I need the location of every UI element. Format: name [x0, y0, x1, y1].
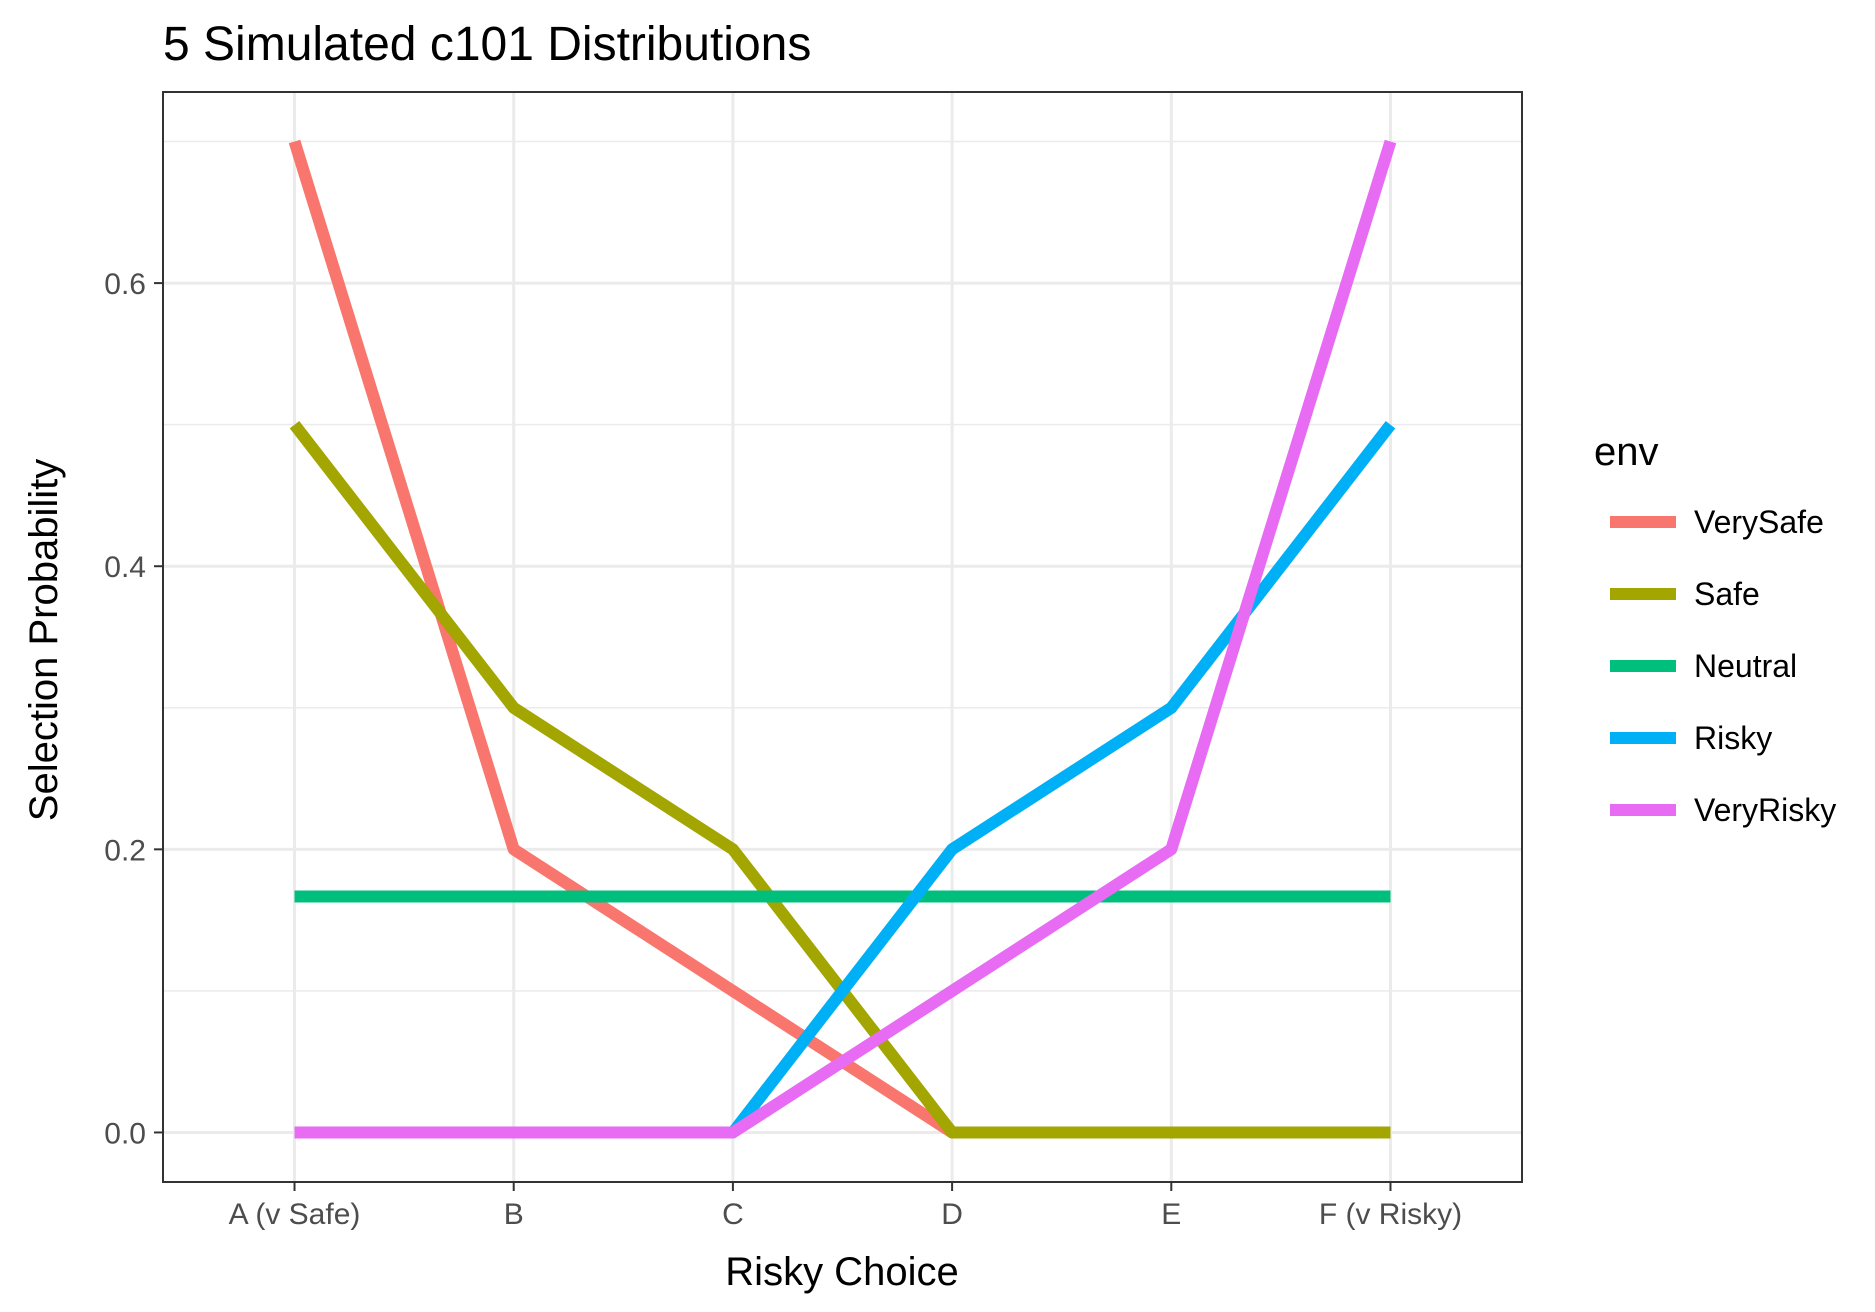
x-tick-label: B — [504, 1198, 524, 1231]
series-lines — [288, 139, 1397, 1139]
legend-item-veryrisky: VeryRisky — [1610, 792, 1836, 828]
y-tick-label: 0.0 — [104, 1117, 146, 1150]
x-axis-title: Risky Choice — [725, 1250, 958, 1294]
legend-items: VerySafe Safe Neutral Risky VeryRisky — [1610, 504, 1836, 828]
x-tick-label: E — [1161, 1198, 1181, 1231]
y-tick-label: 0.4 — [104, 551, 146, 584]
legend-item-neutral: Neutral — [1610, 648, 1797, 684]
plot-panel-background — [163, 92, 1522, 1182]
x-axis: A (v Safe) B C D E F (v Risky) — [229, 1182, 1462, 1231]
series-line-veryrisky — [294, 139, 1397, 1139]
y-axis: 0.0 0.2 0.4 0.6 — [104, 268, 163, 1150]
x-tick-label: D — [941, 1198, 963, 1231]
x-tick-label: F (v Risky) — [1319, 1198, 1462, 1231]
plot-panel-border — [162, 91, 1523, 1183]
legend-label: VerySafe — [1694, 504, 1824, 540]
legend-title: env — [1594, 430, 1659, 474]
legend-item-verysafe: VerySafe — [1610, 504, 1824, 540]
chart-title: 5 Simulated c101 Distributions — [163, 18, 811, 71]
y-tick-label: 0.6 — [104, 268, 146, 301]
legend-item-safe: Safe — [1610, 576, 1760, 612]
plot-panel — [162, 91, 1523, 1183]
legend-label: Safe — [1694, 576, 1760, 612]
x-tick-label: A (v Safe) — [229, 1198, 361, 1231]
y-tick-label: 0.2 — [104, 834, 146, 867]
x-tick-label: C — [722, 1198, 744, 1231]
legend-label: Risky — [1694, 720, 1772, 756]
major-gridlines — [163, 92, 1522, 1182]
y-axis-title: Selection Probability — [22, 459, 66, 821]
legend-label: Neutral — [1694, 648, 1797, 684]
legend: env VerySafe Safe Neutral Risky VeryRisky — [1594, 430, 1836, 828]
legend-item-risky: Risky — [1610, 720, 1772, 756]
legend-label: VeryRisky — [1694, 792, 1836, 828]
